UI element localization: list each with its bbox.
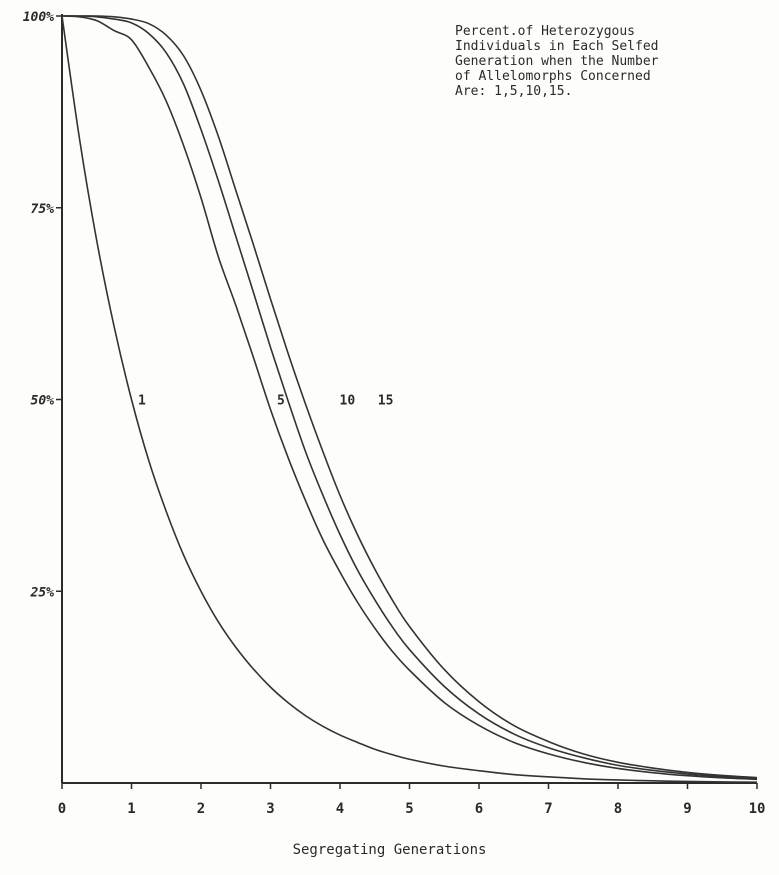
y-axis-ticks: 25% 50% 75% 100% — [23, 10, 62, 600]
y-tick-label: 100% — [23, 10, 54, 25]
series-labels: 1 5 10 15 — [138, 394, 393, 409]
x-tick-label: 0 — [58, 801, 66, 817]
x-tick-label: 9 — [683, 801, 691, 817]
title-line: of Allelomorphs Concerned — [455, 69, 651, 84]
x-axis-ticks: 0 1 2 3 4 5 6 7 8 9 10 — [58, 783, 766, 817]
x-tick-label: 2 — [197, 801, 205, 817]
y-tick-label: 75% — [31, 202, 55, 217]
x-tick-label: 10 — [749, 801, 766, 817]
x-tick-label: 8 — [614, 801, 622, 817]
title-line: Generation when the Number — [455, 54, 659, 69]
x-tick-label: 4 — [336, 801, 344, 817]
y-tick-label: 25% — [30, 585, 55, 600]
x-tick-label: 3 — [266, 801, 274, 817]
axes — [61, 14, 757, 784]
series-line-15 — [61, 15, 758, 779]
x-tick-label: 7 — [544, 801, 552, 817]
title-line: Individuals in Each Selfed — [455, 39, 659, 54]
series-label-5: 5 — [277, 394, 285, 409]
title-line: Percent.of Heterozygous — [455, 24, 636, 39]
series-line-5 — [61, 15, 758, 781]
series-label-15: 15 — [378, 394, 394, 409]
chart-title: Percent.of Heterozygous Individuals in E… — [455, 24, 775, 99]
series-lines — [61, 15, 758, 784]
series-label-10: 10 — [340, 394, 356, 409]
x-tick-label: 1 — [127, 801, 135, 817]
series-line-10 — [61, 15, 758, 780]
series-line-1 — [61, 15, 758, 784]
series-label-1: 1 — [138, 394, 146, 409]
title-line: Are: 1,5,10,15. — [455, 84, 573, 99]
x-tick-label: 5 — [405, 801, 413, 817]
y-tick-label: 50% — [31, 394, 55, 409]
x-tick-label: 6 — [475, 801, 483, 817]
x-axis-title: Segregating Generations — [292, 842, 487, 858]
